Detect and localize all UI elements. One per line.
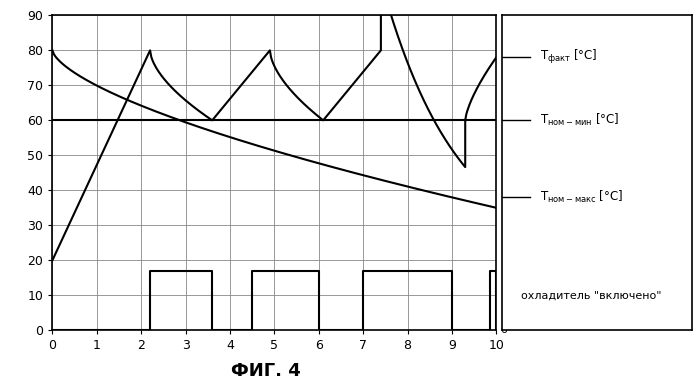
Text: ФИГ. 4: ФИГ. 4 bbox=[231, 362, 301, 380]
Text: Т$_{\mathsf{ном-мин}}$ [°C]: Т$_{\mathsf{ном-мин}}$ [°C] bbox=[540, 112, 619, 128]
Text: охладитель "включено": охладитель "включено" bbox=[521, 290, 661, 300]
Text: Т$_{\mathsf{факт}}$ [°C]: Т$_{\mathsf{факт}}$ [°C] bbox=[540, 48, 598, 66]
Text: 1: 1 bbox=[500, 266, 507, 276]
Text: Т$_{\mathsf{ном-макс}}$ [°C]: Т$_{\mathsf{ном-макс}}$ [°C] bbox=[540, 189, 623, 205]
Text: 0: 0 bbox=[500, 325, 507, 335]
